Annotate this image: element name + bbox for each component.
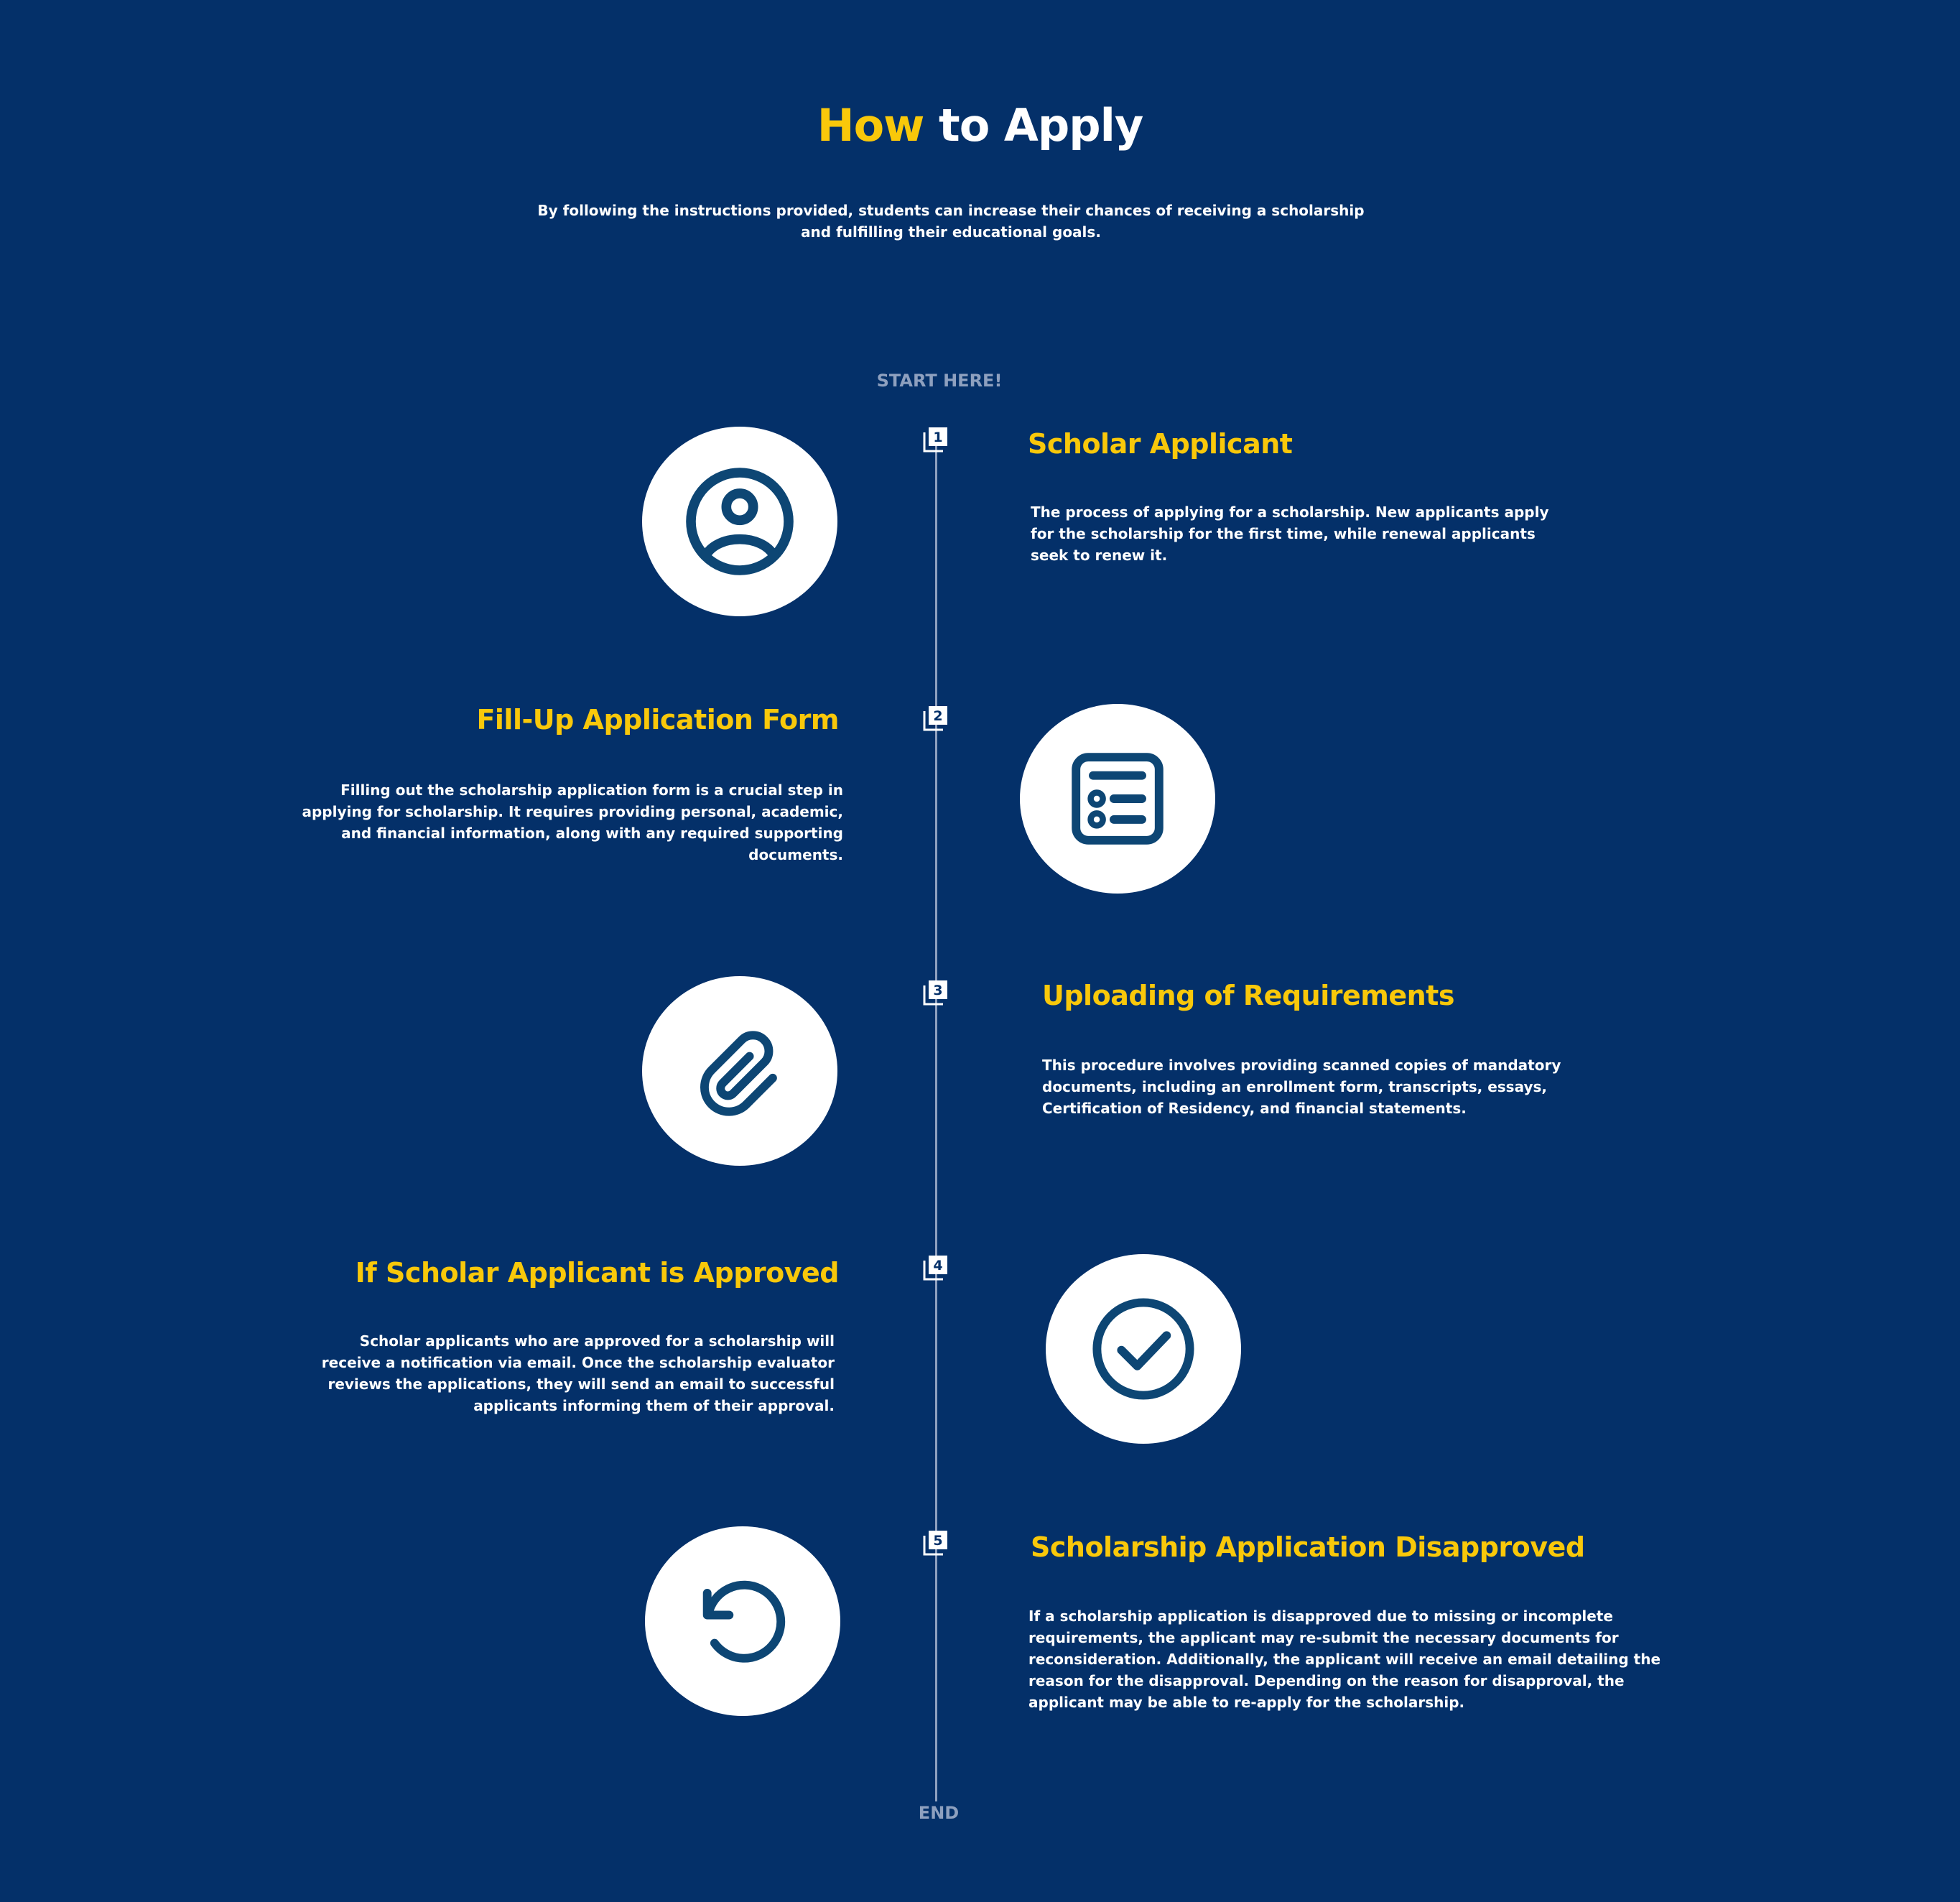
step-2-number-icon: 2: [921, 704, 950, 733]
step-4-number-icon: 4: [921, 1253, 950, 1282]
form-list-icon: [1072, 753, 1164, 845]
step-3-description: This procedure involves providing scanne…: [1042, 1057, 1561, 1117]
user-circle-icon: [686, 468, 794, 575]
step-1-title: Scholar Applicant: [1028, 428, 1293, 460]
timeline-line: [935, 438, 937, 1801]
step-5-number: 5: [933, 1533, 942, 1549]
step-1-number-icon: 1: [921, 425, 950, 454]
step-1-description: The process of applying for a scholarshi…: [1031, 504, 1549, 564]
step-4-title: If Scholar Applicant is Approved: [355, 1257, 840, 1289]
step-1-number: 1: [933, 430, 942, 445]
step-3-icon-circle: [642, 976, 837, 1166]
step-2-icon-circle: [1020, 704, 1215, 894]
step-5-title: Scholarship Application Disapproved: [1031, 1531, 1585, 1563]
step-5-icon-circle: [645, 1526, 840, 1716]
timeline-end-label: END: [918, 1803, 960, 1823]
step-1-icon-circle: [642, 427, 837, 616]
title-highlight: How: [817, 99, 925, 152]
page-subtitle: By following the instructions provided, …: [537, 202, 1365, 241]
step-3-number: 3: [933, 983, 942, 998]
title-rest: to Apply: [924, 99, 1143, 152]
step-3-title: Uploading of Requirements: [1042, 980, 1454, 1011]
refresh-icon: [702, 1580, 786, 1663]
paperclip-icon: [700, 1031, 777, 1116]
step-3-number-icon: 3: [921, 978, 950, 1007]
timeline-start-label: START HERE!: [876, 371, 1003, 391]
step-5-description: If a scholarship application is disappro…: [1028, 1608, 1661, 1711]
step-5-number-icon: 5: [921, 1528, 950, 1557]
step-4-number: 4: [933, 1258, 942, 1274]
step-4-description: Scholar applicants who are approved for …: [321, 1332, 835, 1414]
step-2-number: 2: [933, 708, 942, 724]
page-title: How to Apply: [0, 99, 1960, 152]
check-circle-icon: [1092, 1298, 1194, 1400]
step-2-title: Fill-Up Application Form: [476, 704, 839, 736]
step-4-icon-circle: [1046, 1254, 1241, 1444]
step-2-description: Filling out the scholarship application …: [302, 781, 843, 863]
